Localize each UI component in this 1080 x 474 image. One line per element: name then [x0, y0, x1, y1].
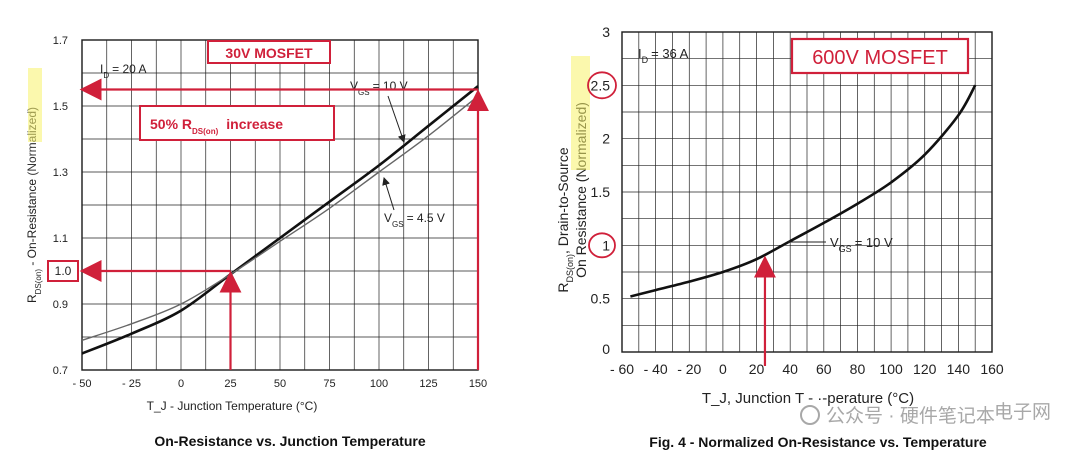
left-x-tick-label: 0 [178, 378, 184, 390]
right-y-tick-label-zero: 0 [602, 341, 610, 357]
right-x-tick-label: 100 [879, 361, 903, 377]
right-series-vgs-10v-line [630, 84, 977, 298]
left-chart-title: On-Resistance vs. Junction Temperature [154, 433, 425, 449]
watermark: 公众号 · 硬件笔记本 电子网 [800, 401, 1051, 427]
right-y-tick-label: 3 [602, 24, 610, 40]
left-x-tick-label: 150 [469, 378, 487, 390]
right-id-annotation: ID = 36 A [638, 46, 689, 65]
right-x-tick-label: 120 [913, 361, 937, 377]
left-1.0-highlight-box [47, 260, 79, 282]
left-y-tick-label: 0.9 [53, 299, 68, 311]
left-increase-text: 50% RDS(on) increase [150, 116, 283, 136]
left-y-tick-label: 0.7 [53, 365, 68, 377]
right-y-tick-label: 2.5 [591, 77, 611, 93]
right-y-axis-label-line1: RDS(on), Drain-to-Source [555, 147, 575, 292]
left-chart: 0.7 0.9 1.1 1.3 1.5 1.7 - 50 - 25 0 25 50 75 100 125… [25, 35, 489, 449]
left-x-tick-label: - 50 [73, 378, 92, 390]
left-series-vgs-4.5v-line [81, 95, 479, 341]
right-y-tick-label: 1 [602, 237, 610, 253]
right-y-tick-label: 2 [602, 131, 610, 147]
right-vgs-label: VGS = 10 V [830, 235, 893, 254]
wechat-icon [800, 405, 820, 425]
left-y-tick-label: 1.1 [53, 233, 68, 245]
left-1.0-highlight-value: 1.0 [55, 264, 72, 278]
right-x-tick-label: - 60 [610, 361, 634, 377]
right-circle-2.5 [587, 71, 617, 100]
right-x-tick-label: 20 [749, 361, 765, 377]
left-id-annotation: ID = 20 A [100, 62, 147, 80]
right-y-tick-label: 0.5 [591, 291, 611, 307]
right-box-title: 600V MOSFET [812, 47, 948, 69]
left-series-vgs-10v-line [81, 85, 479, 355]
right-normalized-highlight [571, 56, 590, 170]
watermark-brand: 电子网 [994, 401, 1051, 423]
left-x-tick-label: - 25 [122, 378, 141, 390]
right-title-box [790, 37, 970, 75]
right-chart-title: Fig. 4 - Normalized On-Resistance vs. Te… [649, 434, 987, 450]
right-y-tick-label: 1.5 [591, 184, 611, 200]
watermark-text: 公众号 · 硬件笔记本 [826, 405, 995, 427]
left-red-annotations [79, 78, 489, 370]
right-red-annotations [587, 71, 776, 366]
right-x-tick-label: - 20 [677, 361, 701, 377]
left-x-tick-label: 100 [370, 378, 388, 390]
left-box-title: 30V MOSFET [225, 45, 313, 61]
left-x-tick-label: 50 [274, 378, 286, 390]
left-title-box [207, 40, 331, 64]
left-y-tick-label: 1.7 [53, 35, 68, 47]
right-x-axis-label: T_J, Junction T - ·-perature (°C) [702, 390, 914, 407]
left-x-axis-label: T_J - Junction Temperature (°C) [147, 399, 318, 413]
left-vgs-4.5v-label: VGS = 4.5 V [384, 211, 445, 229]
left-y-tick-label: 1.5 [53, 101, 68, 113]
left-x-ticks: - 50 - 25 0 25 50 75 100 125 150 [73, 378, 488, 390]
left-x-tick-label: 125 [419, 378, 437, 390]
right-y-ticks: 0.5 1 1.5 2 2.5 3 0 [591, 24, 611, 357]
right-x-tick-label: 140 [947, 361, 971, 377]
left-x-tick-label: 25 [224, 378, 236, 390]
right-x-tick-label: 160 [980, 361, 1004, 377]
left-vgs-4.5v-pointer [382, 177, 395, 211]
left-y-ticks: 0.7 0.9 1.1 1.3 1.5 1.7 [53, 35, 68, 377]
right-x-tick-label: 60 [816, 361, 832, 377]
left-y-tick-label: 1.3 [53, 167, 68, 179]
left-vgs-10v-pointer [387, 95, 406, 143]
left-normalized-highlight [28, 68, 42, 142]
right-x-tick-label: 40 [782, 361, 798, 377]
right-circle-1 [588, 232, 616, 259]
right-x-ticks: - 60 - 40 - 20 0 20 40 60 80 100 120 140 160 [610, 361, 1004, 377]
right-x-tick-label: - 40 [644, 361, 668, 377]
right-x-tick-label: 0 [719, 361, 727, 377]
left-increase-box [139, 105, 335, 141]
right-chart: 0.5 1 1.5 2 2.5 3 0 - 60 - 40 - 20 0 20 40 60 80 100 12… [555, 24, 1004, 450]
left-x-tick-label: 75 [323, 378, 335, 390]
right-x-tick-label: 80 [850, 361, 866, 377]
